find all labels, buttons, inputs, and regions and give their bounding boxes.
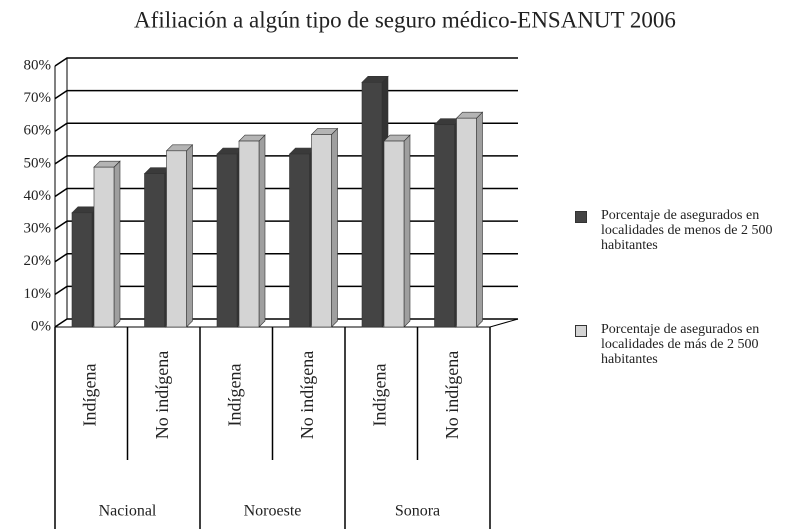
y-tick-label: 60% xyxy=(24,123,52,139)
bar xyxy=(310,127,339,328)
group-label: Noroeste xyxy=(244,503,302,520)
bar-face xyxy=(361,82,383,328)
legend-swatch xyxy=(575,211,587,223)
grid-line xyxy=(54,57,518,67)
x-tick-label: No indígena xyxy=(297,351,317,439)
x-tick-label: No indígena xyxy=(442,351,462,439)
legend-item: Porcentaje de asegurados en localidades … xyxy=(575,208,805,253)
bar-face xyxy=(238,140,260,328)
bar-face xyxy=(144,173,165,328)
y-tick-label: 10% xyxy=(24,286,52,302)
x-tick-label: Indígena xyxy=(224,364,244,427)
bar xyxy=(165,144,194,328)
y-tick-label: 40% xyxy=(24,188,52,204)
group-label: Sonora xyxy=(395,503,440,520)
y-tick-label: 30% xyxy=(24,221,52,237)
chart-title: Afiliación a algún tipo de seguro médico… xyxy=(134,7,676,32)
grid-line xyxy=(54,89,518,100)
bar xyxy=(455,111,484,328)
legend-label: Porcentaje de asegurados en localidades … xyxy=(601,208,773,253)
y-tick-label: 80% xyxy=(24,57,52,73)
x-tick-label: No indígena xyxy=(152,351,172,439)
bar-face xyxy=(434,124,455,328)
bar xyxy=(93,160,121,328)
bar xyxy=(238,134,266,328)
bar-face xyxy=(93,166,115,328)
bar-face xyxy=(216,153,238,328)
bar-face xyxy=(403,134,411,328)
bar-face xyxy=(258,134,266,328)
bar-face xyxy=(71,212,93,328)
bar-face xyxy=(456,117,477,328)
y-tick-label: 70% xyxy=(24,90,52,106)
bar-face xyxy=(476,111,483,328)
bar-face xyxy=(289,153,310,328)
bar-face xyxy=(186,144,193,328)
bar xyxy=(383,134,411,328)
legend-label: Porcentaje de asegurados en localidades … xyxy=(601,322,760,367)
y-tick-label: 0% xyxy=(31,318,51,334)
x-tick-label: Indígena xyxy=(79,364,99,427)
y-tick-label: 20% xyxy=(24,253,52,269)
x-tick-label: Indígena xyxy=(369,364,389,427)
bar-face xyxy=(383,140,405,328)
bar-face xyxy=(113,160,121,328)
legend-item: Porcentaje de asegurados en localidades … xyxy=(575,322,805,367)
bar-face xyxy=(331,127,338,328)
bar-face xyxy=(166,150,187,328)
group-label: Nacional xyxy=(99,503,157,520)
y-tick-label: 50% xyxy=(24,155,52,171)
bar-face xyxy=(311,134,332,328)
legend-swatch xyxy=(575,325,587,337)
